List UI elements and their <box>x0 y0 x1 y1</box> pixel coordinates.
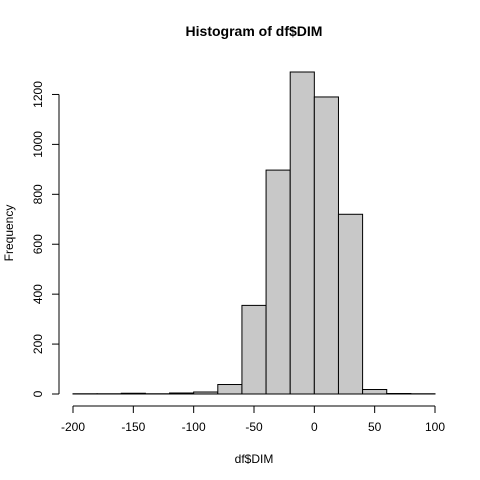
histogram-bar <box>265 169 291 395</box>
y-tick-label: 400 <box>31 284 45 304</box>
histogram-bar <box>313 96 339 395</box>
histogram-bar <box>169 392 195 395</box>
y-tick-label: 1000 <box>31 131 45 158</box>
histogram-bar <box>217 384 243 395</box>
x-tick-label: -50 <box>245 420 263 434</box>
y-axis: 0 200 400 600 800 1000 1200 <box>31 81 60 397</box>
histogram-bar <box>193 391 219 395</box>
x-tick-label: -150 <box>121 420 145 434</box>
y-tick-label: 1200 <box>31 81 45 108</box>
histogram-bar <box>337 213 364 395</box>
histogram-bar <box>241 304 267 395</box>
x-axis-label: df$DIM <box>235 452 274 466</box>
y-tick-label: 600 <box>31 234 45 254</box>
x-tick-label: -200 <box>61 420 85 434</box>
y-tick-label: 800 <box>31 184 45 204</box>
bars-group <box>72 71 436 395</box>
histogram-bar <box>120 392 146 395</box>
y-axis-label: Frequency <box>2 205 16 262</box>
chart-title: Histogram of df$DIM <box>186 23 323 39</box>
x-tick-label: 100 <box>425 420 445 434</box>
y-tick-label: 0 <box>31 390 45 397</box>
x-tick-label: -100 <box>182 420 206 434</box>
y-tick-label: 200 <box>31 334 45 354</box>
histogram-bar <box>289 71 315 395</box>
x-tick-label: 0 <box>311 420 318 434</box>
histogram-bar <box>362 389 388 395</box>
x-axis: -200 -150 -100 -50 0 50 100 <box>61 405 445 434</box>
x-tick-label: 50 <box>368 420 382 434</box>
